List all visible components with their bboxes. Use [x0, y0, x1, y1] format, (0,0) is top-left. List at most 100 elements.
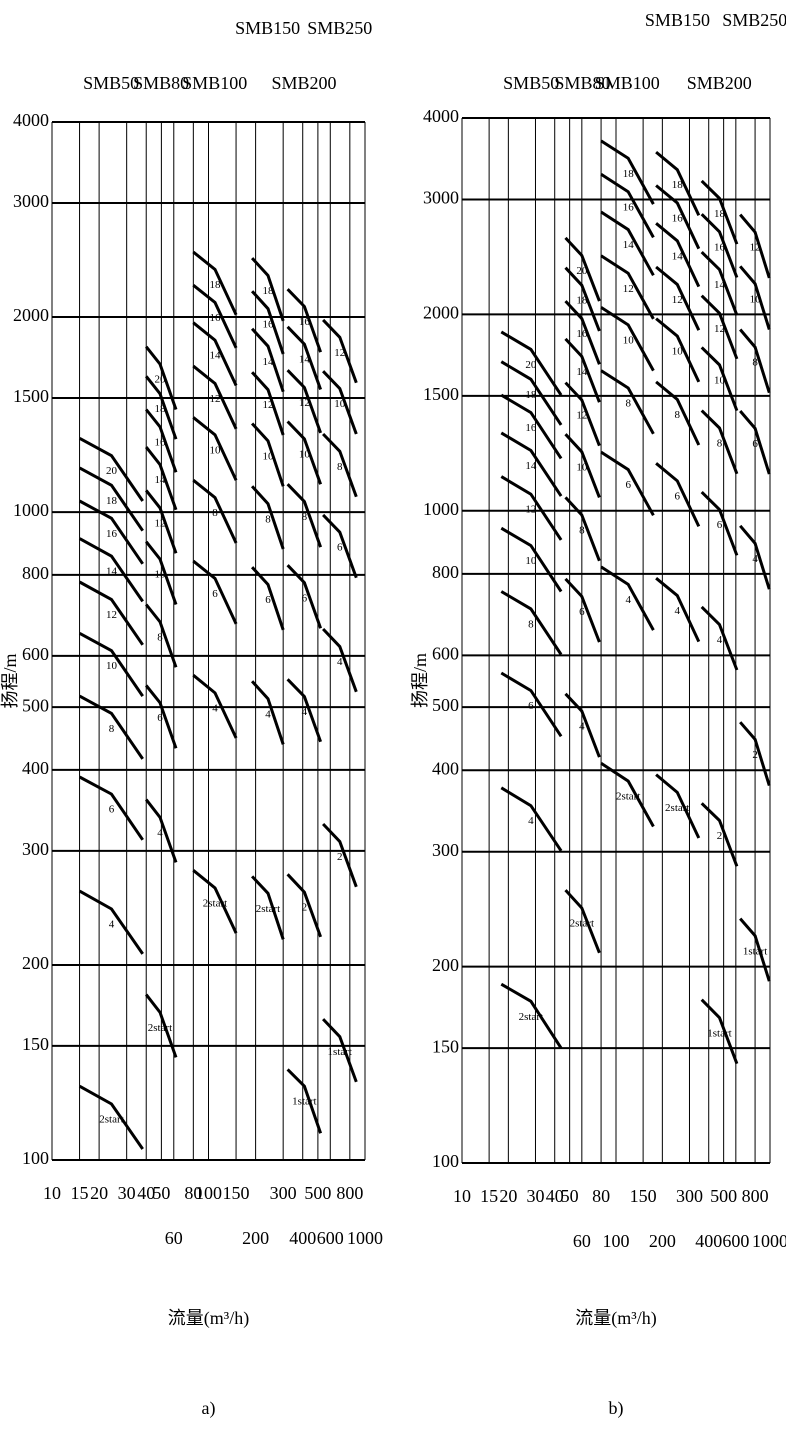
group-label: SMB100: [182, 73, 247, 93]
stage-label: 1start: [707, 1027, 731, 1039]
stage-label: 2: [717, 830, 723, 842]
stage-label: 16: [106, 528, 118, 540]
pump-curve: [739, 328, 771, 394]
stage-label: 4: [625, 594, 631, 606]
pump-curve: [286, 678, 323, 743]
pump-curve: [500, 982, 563, 1049]
pump-curve: [250, 422, 285, 487]
pump-curve: [145, 408, 178, 473]
caption: a): [202, 1398, 216, 1419]
pump-curve: [145, 540, 178, 605]
pump-curve: [286, 420, 323, 485]
stage-label: 2start: [665, 802, 689, 814]
stage-label: 6: [625, 479, 631, 491]
pump-curve: [78, 694, 144, 760]
stage-label: 12: [334, 347, 345, 359]
stage-label: 14: [209, 350, 221, 362]
group-label: SMB150: [645, 10, 710, 30]
pump-curve: [700, 998, 739, 1065]
x-tick-label: 50: [561, 1186, 579, 1206]
stage-label: 4: [265, 708, 271, 720]
pump-curve: [739, 213, 771, 279]
stage-label: 16: [672, 213, 684, 225]
group-label: SMB250: [307, 18, 372, 38]
stage-label: 12: [750, 242, 761, 254]
y-tick-label: 800: [432, 562, 459, 582]
x-tick-label: 15: [71, 1183, 89, 1203]
stage-label: 10: [263, 450, 275, 462]
stage-label: 18: [623, 168, 635, 180]
pump-curve: [600, 139, 655, 205]
pump-curve: [655, 184, 701, 250]
x-tick-label: 40: [546, 1186, 564, 1206]
stage-label: 14: [155, 474, 167, 486]
pump-curve: [655, 773, 701, 839]
stage-label: 8: [717, 438, 723, 450]
stage-label: 6: [675, 490, 681, 502]
pump-curve: [78, 537, 144, 603]
pump-curve: [700, 213, 739, 279]
pump-curve: [655, 317, 701, 383]
stage-label: 6: [212, 588, 218, 600]
pump-curve: [192, 869, 238, 934]
x-tick-label: 80: [592, 1186, 610, 1206]
y-tick-label: 600: [432, 644, 459, 664]
stage-label: 4: [675, 605, 681, 617]
x-tick-label: 100: [195, 1183, 222, 1203]
stage-label: 10: [209, 444, 221, 456]
pump-curve: [655, 577, 701, 643]
pump-curve: [286, 1068, 323, 1134]
pump-curve: [145, 603, 178, 668]
stage-label: 10: [672, 346, 684, 358]
pump-curve: [564, 381, 601, 447]
stage-label: 14: [672, 250, 684, 262]
stage-label: 6: [265, 594, 271, 606]
stage-label: 20: [525, 359, 537, 371]
stage-label: 16: [155, 436, 167, 448]
pump-curve: [250, 290, 285, 355]
stage-label: 8: [675, 409, 681, 421]
pump-curve: [192, 321, 238, 387]
pump-curve: [739, 917, 771, 982]
x-tick-label: 60: [165, 1228, 183, 1248]
stage-label: 12: [155, 517, 166, 529]
pump-curve: [655, 150, 701, 216]
pump-curve: [322, 1018, 358, 1083]
stage-label: 12: [106, 609, 117, 621]
pump-curve: [655, 222, 701, 288]
x-tick-label: 30: [118, 1183, 136, 1203]
stage-label: 6: [579, 606, 585, 618]
pump-curve: [192, 674, 238, 739]
group-label: SMB80: [554, 73, 610, 93]
stage-label: 14: [299, 354, 311, 366]
x-tick-label: 600: [722, 1231, 749, 1251]
y-tick-label: 1000: [423, 499, 459, 519]
x-tick-label: 15: [480, 1186, 498, 1206]
stage-label: 12: [623, 283, 634, 295]
y-tick-label: 2000: [423, 302, 459, 322]
group-label: SMB50: [503, 73, 559, 93]
x-tick-label: 300: [270, 1183, 297, 1203]
pump-curve: [192, 416, 238, 481]
pump-curve: [564, 337, 601, 403]
x-tick-label: 1000: [347, 1228, 383, 1248]
pump-curve: [500, 475, 563, 541]
stage-label: 10: [334, 398, 346, 410]
y-tick-label: 400: [432, 758, 459, 778]
pump-curve: [500, 360, 563, 426]
pump-curve: [600, 254, 655, 320]
stage-label: 12: [263, 399, 274, 411]
x-axis-title: 流量(m³/h): [575, 1308, 656, 1329]
y-tick-label: 400: [22, 758, 49, 778]
y-tick-label: 500: [22, 695, 49, 715]
pump-curve: [78, 580, 144, 646]
group-label: SMB250: [722, 10, 786, 30]
pump-curve: [145, 375, 178, 440]
stage-label: 20: [155, 374, 167, 386]
stage-label: 8: [579, 525, 585, 537]
y-tick-label: 3000: [423, 188, 459, 208]
stage-label: 10: [525, 555, 537, 567]
x-tick-label: 200: [649, 1231, 676, 1251]
stage-label: 18: [263, 285, 275, 297]
pump-curve: [564, 433, 601, 498]
